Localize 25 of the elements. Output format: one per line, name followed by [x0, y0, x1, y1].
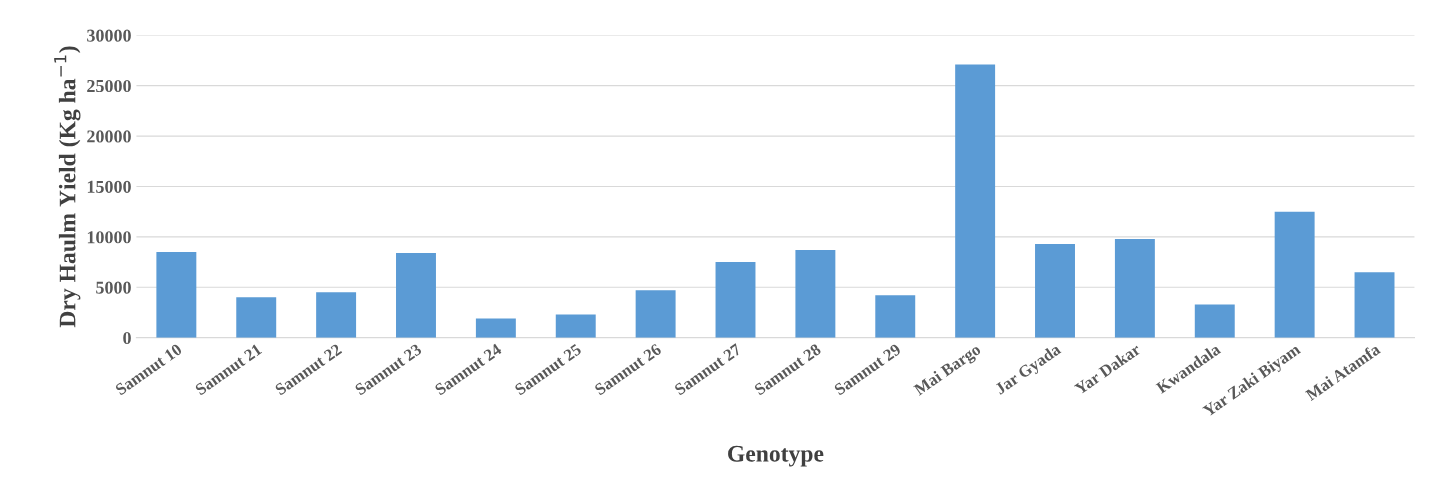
- bar: [316, 292, 357, 338]
- y-tick-label: 20000: [87, 130, 131, 143]
- bar: [396, 253, 436, 338]
- bar: [795, 249, 836, 338]
- y-tick-label: 25000: [87, 79, 131, 93]
- bar: [1194, 304, 1235, 338]
- bar: [715, 262, 756, 338]
- bar: [635, 290, 676, 338]
- bar: [875, 295, 916, 338]
- bar: [555, 314, 596, 338]
- bar: [1035, 243, 1075, 338]
- bar: [475, 318, 516, 338]
- bar: [1114, 238, 1155, 338]
- x-axis-title: Genotype: [728, 445, 824, 467]
- bar: [955, 64, 996, 338]
- bar: [236, 297, 277, 338]
- y-tick-label: 30000: [87, 29, 131, 42]
- y-tick-label: 5000: [96, 281, 131, 294]
- y-tick-label: 10000: [87, 231, 131, 244]
- bar: [1274, 211, 1315, 338]
- bar: [156, 252, 197, 338]
- bar: [1354, 272, 1395, 338]
- y-axis-title: Dry Haulm Yield (Kg ha$^{−1}$): [54, 46, 81, 328]
- y-tick-label: 15000: [87, 180, 131, 193]
- y-tick-label: 0: [123, 331, 131, 345]
